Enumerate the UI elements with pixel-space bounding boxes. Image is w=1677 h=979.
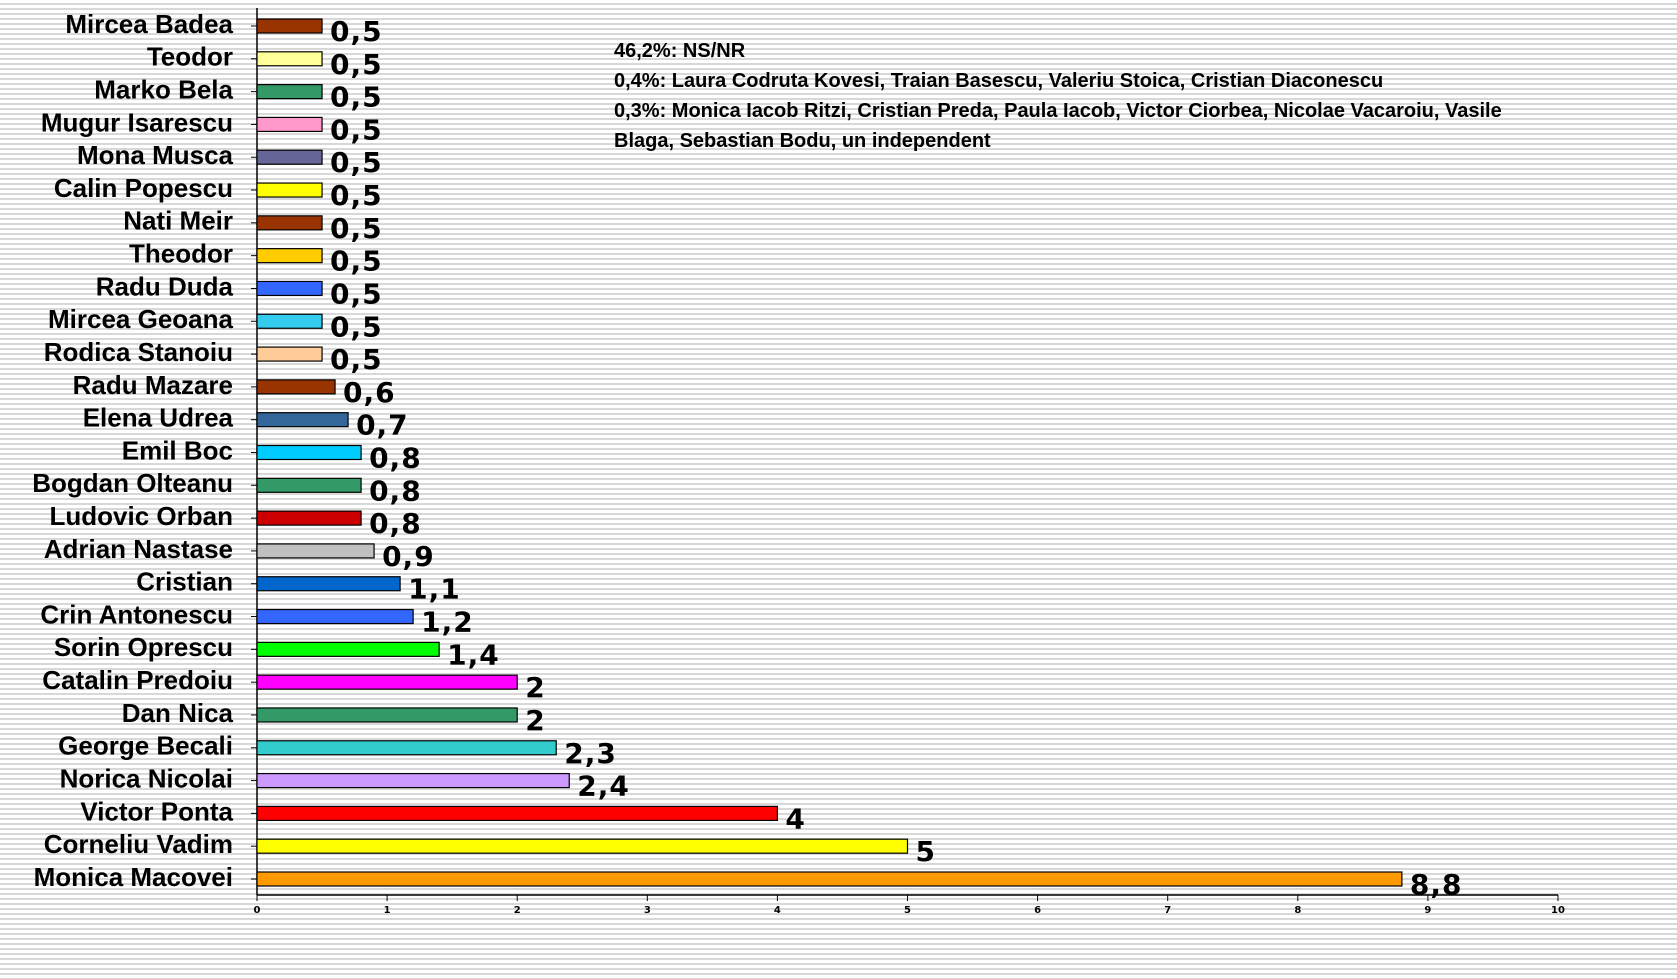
bar	[256, 18, 323, 34]
y-tick-label: Crin Antonescu	[40, 599, 233, 629]
value-label: 0,8	[369, 442, 422, 475]
x-tick-label: 9	[1424, 905, 1431, 916]
annotation: 46,2%: NS/NR	[614, 40, 746, 62]
value-label: 0,5	[330, 179, 383, 212]
y-tick-label: Marko Bela	[94, 74, 233, 104]
bar	[256, 641, 440, 657]
y-tick-label: Nati Meir	[123, 206, 233, 236]
bar	[256, 248, 323, 264]
value-label: 0,8	[369, 474, 422, 507]
y-tick-label: Mugur Isarescu	[41, 107, 233, 137]
x-tick-label: 10	[1551, 905, 1565, 916]
bar	[256, 543, 375, 559]
x-tick-label: 3	[644, 905, 651, 916]
y-tick-label: George Becali	[58, 731, 233, 761]
x-tick-label: 2	[514, 905, 521, 916]
value-label: 0,5	[330, 15, 383, 48]
y-tick-label: Calin Popescu	[54, 173, 233, 203]
y-tick-label: Mircea Badea	[65, 9, 233, 39]
x-tick-label: 1	[384, 905, 391, 916]
value-label: 0,5	[330, 81, 383, 114]
y-tick-label: Mircea Geoana	[48, 304, 234, 334]
y-tick-label: Mona Musca	[77, 140, 234, 170]
value-label: 1,4	[447, 638, 500, 671]
bar	[256, 412, 349, 428]
value-label: 0,5	[330, 245, 383, 278]
value-label: 0,9	[382, 540, 435, 573]
y-tick-label: Elena Udrea	[83, 403, 234, 433]
bar	[256, 51, 323, 67]
value-label: 0,6	[343, 376, 396, 409]
value-label: 2,3	[564, 737, 617, 770]
value-label: 2	[525, 671, 545, 704]
x-tick-label: 0	[254, 905, 261, 916]
x-tick-label: 5	[904, 905, 911, 916]
value-label: 2	[525, 704, 545, 737]
bar	[256, 379, 336, 395]
y-tick-label: Ludovic Orban	[50, 501, 233, 531]
y-tick-label: Adrian Nastase	[44, 534, 233, 564]
value-label: 0,5	[330, 113, 383, 146]
bar	[256, 215, 323, 231]
bar	[256, 346, 323, 362]
value-label: 0,7	[356, 409, 409, 442]
annotations: 46,2%: NS/NR 0,4%: Laura Codruta Kovesi,…	[614, 36, 1504, 156]
x-tick-label: 7	[1164, 905, 1171, 916]
x-tick-label: 6	[1034, 905, 1041, 916]
y-tick-label: Cristian	[136, 567, 233, 597]
value-label: 0,5	[330, 48, 383, 81]
annotation: 0,3%: Monica Iacob Ritzi, Cristian Preda…	[614, 100, 1502, 152]
x-tick-label: 4	[774, 905, 781, 916]
bar	[256, 444, 362, 461]
y-tick-label: Bogdan Olteanu	[32, 468, 233, 498]
value-label: 0,5	[330, 343, 383, 376]
value-label: 4	[785, 802, 805, 835]
y-tick-label: Norica Nicolai	[60, 763, 233, 793]
y-tick-label: Corneliu Vadim	[44, 829, 233, 859]
y-tick-label: Radu Duda	[96, 271, 234, 301]
value-label: 0,5	[330, 310, 383, 343]
bar	[256, 608, 414, 625]
y-tick-label: Radu Mazare	[73, 370, 233, 400]
value-label: 0,5	[330, 212, 383, 245]
value-label: 0,8	[369, 507, 422, 540]
bar	[256, 84, 323, 100]
bar	[256, 149, 323, 165]
bar	[256, 510, 362, 526]
y-tick-label: Catalin Predoiu	[42, 665, 233, 695]
bar	[256, 477, 362, 493]
y-tick-label: Theodor	[129, 239, 233, 269]
bar	[256, 838, 909, 854]
bar	[256, 772, 570, 789]
annotation: 0,4%: Laura Codruta Kovesi, Traian Bases…	[614, 70, 1384, 92]
value-label: 5	[916, 835, 936, 868]
y-tick-label: Dan Nica	[122, 698, 234, 728]
bar	[256, 707, 518, 723]
value-label: 8,8	[1410, 868, 1463, 901]
bar	[256, 116, 323, 133]
bar	[256, 576, 401, 592]
y-tick-label: Rodica Stanoiu	[44, 337, 233, 367]
y-tick-label: Victor Ponta	[80, 796, 233, 826]
value-label: 1,1	[408, 573, 461, 606]
y-tick-label: Emil Boc	[122, 435, 233, 465]
bar	[256, 871, 1403, 887]
bar	[256, 674, 518, 690]
y-tick-label: Sorin Oprescu	[54, 632, 233, 662]
value-label: 1,2	[421, 606, 474, 639]
bar	[256, 280, 323, 297]
bar	[256, 740, 557, 756]
x-tick-label: 8	[1294, 905, 1301, 916]
value-label: 2,4	[577, 770, 630, 803]
y-tick-label: Monica Macovei	[34, 862, 233, 892]
value-label: 0,5	[330, 146, 383, 179]
y-tick-label: Teodor	[147, 42, 233, 72]
bar	[256, 182, 323, 198]
value-label: 0,5	[330, 277, 383, 310]
bar	[256, 313, 323, 329]
bar	[256, 805, 779, 821]
